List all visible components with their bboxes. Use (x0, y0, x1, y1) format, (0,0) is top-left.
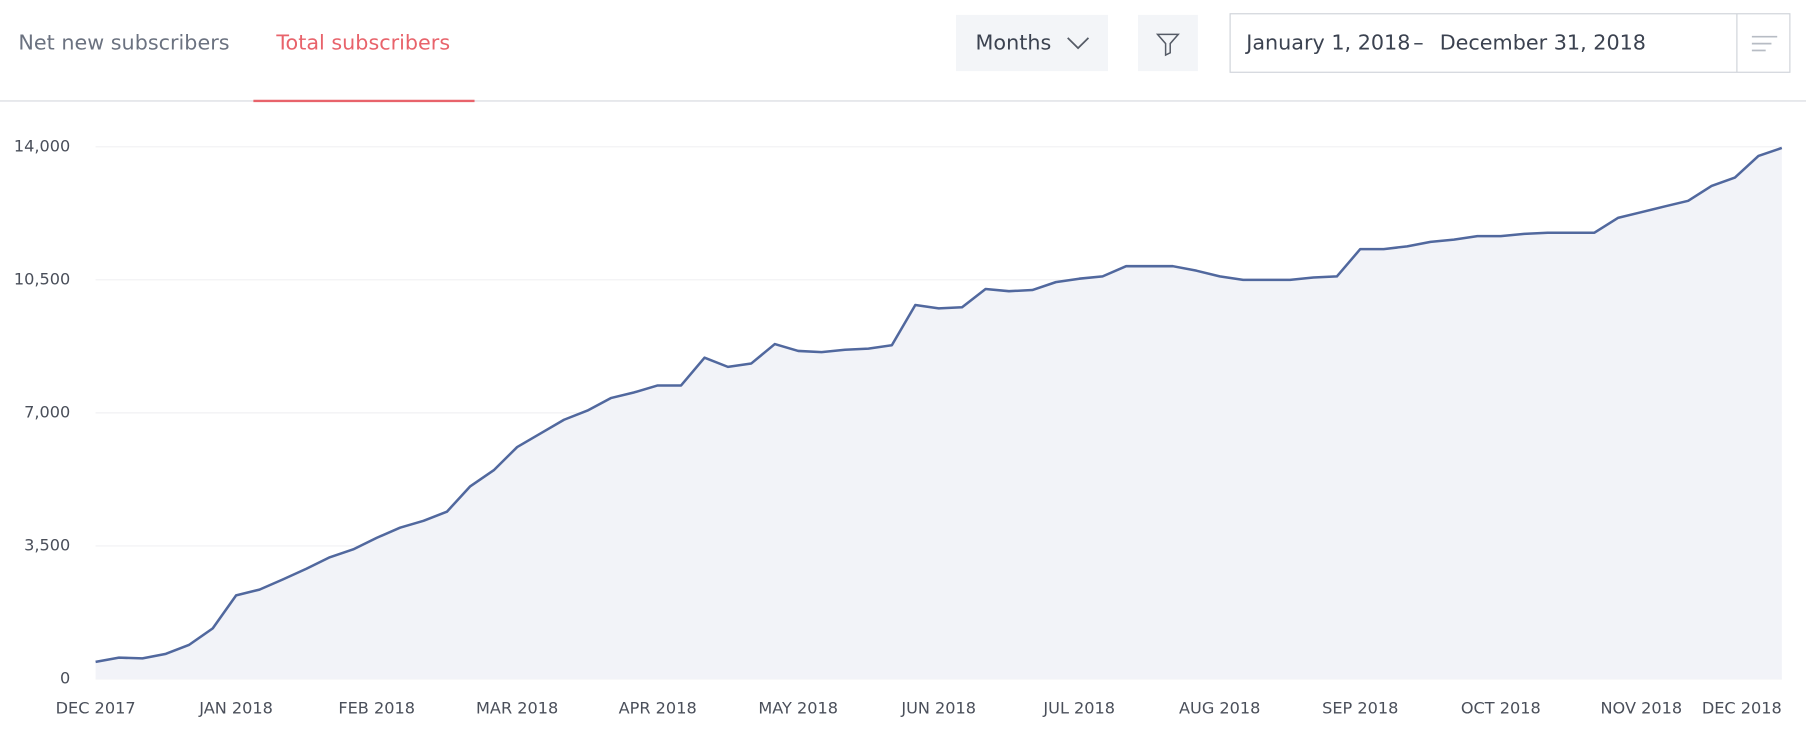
date-range-box[interactable] (1229, 13, 1791, 73)
x-tick-label: DEC 2017 (56, 698, 136, 717)
y-tick-label: 0 (60, 668, 70, 687)
area (95, 147, 1782, 679)
y-tick-label: 14,000 (14, 136, 70, 155)
x-tick-label: SEP 2018 (1322, 698, 1398, 717)
x-tick-label: AUG 2018 (1179, 698, 1260, 717)
x-tick-label: FEB 2018 (338, 698, 415, 717)
header: Net new subscribers Total subscribers Mo… (0, 13, 1806, 103)
x-tick-label: APR 2018 (619, 698, 697, 717)
line (95, 146, 1783, 664)
x-tick-label: JAN 2018 (198, 698, 273, 717)
y-tick-label: 3,500 (24, 535, 70, 554)
filter-icon (1155, 33, 1180, 57)
dropdown-chevron (1067, 37, 1090, 50)
x-tick-label: JUL 2018 (1042, 698, 1115, 717)
period-label: Months (976, 31, 1052, 55)
x-tick-label: NOV 2018 (1600, 698, 1682, 717)
y-tick-label: 7,000 (24, 402, 70, 421)
y-tick-label: 10,500 (14, 269, 70, 288)
menu-icon[interactable] (1751, 35, 1778, 52)
x-tick-label: DEC 2018 (1702, 698, 1782, 717)
x-tick-label: MAR 2018 (476, 698, 558, 717)
x-tick-label: OCT 2018 (1461, 698, 1541, 717)
x-tick-label: MAY 2018 (758, 698, 838, 717)
tab-total[interactable]: Total subscribers (275, 31, 450, 55)
x-tick-label: JUN 2018 (900, 698, 976, 717)
date-start: January 1, 2018 (1244, 31, 1410, 55)
date-separator: – (1413, 31, 1423, 55)
date-end: December 31, 2018 (1440, 31, 1646, 55)
filter-button[interactable] (1137, 14, 1198, 72)
tab-net-new[interactable]: Net new subscribers (18, 31, 229, 55)
